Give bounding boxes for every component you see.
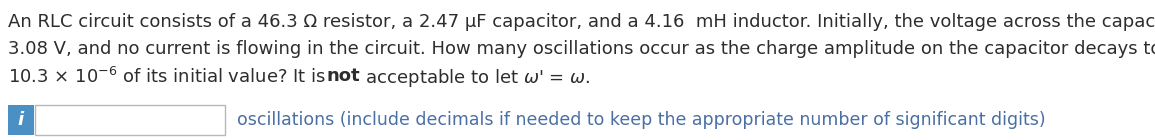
Text: i: i bbox=[18, 111, 24, 129]
Text: 3.08 V, and no current is flowing in the circuit. How many oscillations occur as: 3.08 V, and no current is flowing in the… bbox=[8, 40, 1155, 58]
Text: 10.3 $\times$ 10$^{-6}$ of its initial value? It is: 10.3 $\times$ 10$^{-6}$ of its initial v… bbox=[8, 67, 327, 87]
Text: acceptable to let $\omega$' = $\omega$.: acceptable to let $\omega$' = $\omega$. bbox=[360, 67, 591, 89]
Bar bbox=[35, 105, 225, 135]
Bar bbox=[8, 105, 33, 135]
Text: oscillations (include decimals if needed to keep the appropriate number of signi: oscillations (include decimals if needed… bbox=[237, 111, 1045, 129]
Text: not: not bbox=[327, 67, 360, 85]
Text: An RLC circuit consists of a 46.3 Ω resistor, a 2.47 μF capacitor, and a 4.16  m: An RLC circuit consists of a 46.3 Ω resi… bbox=[8, 13, 1155, 31]
